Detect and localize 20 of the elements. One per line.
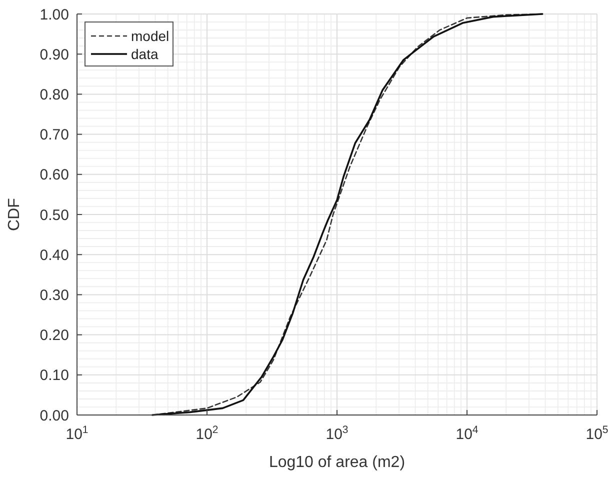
x-tick-label: 10$^{3}$ — [326, 424, 348, 443]
y-tick-label: 1.00 — [40, 6, 69, 24]
x-tick-label: 10$^{1}$ — [66, 424, 88, 443]
x-tick-label: 10$^{5}$ — [586, 424, 608, 443]
y-tick-label: 0.10 — [40, 367, 69, 384]
x-axis-title: Log10 of area (m2) — [268, 454, 406, 471]
legend-label: data — [131, 46, 158, 62]
y-tick-label: 0.40 — [40, 246, 69, 264]
y-tick-label: 0.90 — [40, 46, 69, 64]
y-tick-label: 0.70 — [40, 126, 69, 144]
legend-label: model — [131, 28, 170, 44]
y-tick-label: 0.00 — [40, 407, 69, 424]
y-tick-label: 0.50 — [40, 206, 69, 224]
x-tick-label: 10$^{2}$ — [196, 424, 218, 443]
x-tick-label: 10$^{4}$ — [456, 424, 478, 443]
y-tick-label: 0.60 — [40, 166, 69, 184]
y-tick-label: 0.80 — [40, 86, 69, 104]
y-tick-label: 0.30 — [40, 286, 69, 304]
y-axis-title: CDF — [6, 198, 23, 231]
y-tick-label: 0.20 — [40, 327, 69, 344]
